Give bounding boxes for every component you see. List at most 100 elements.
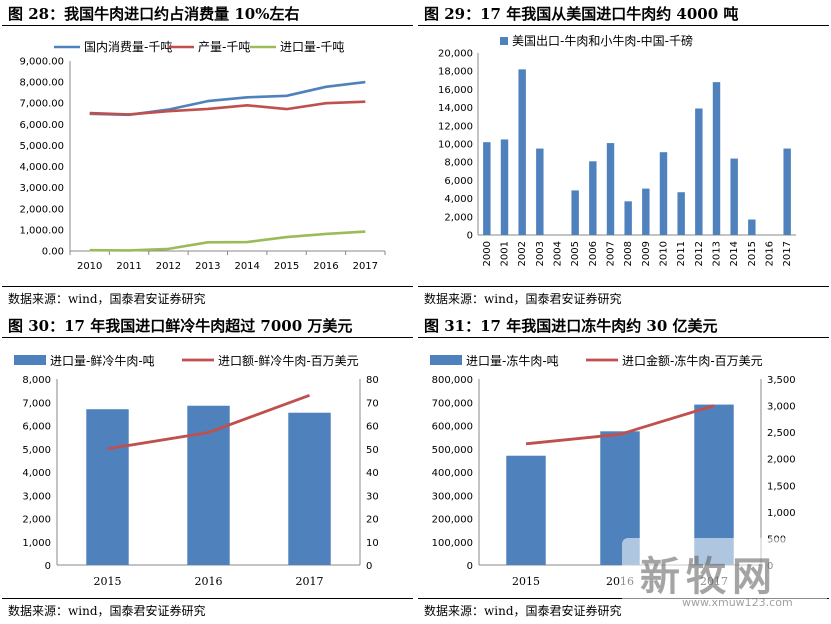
x-tick-label: 2016	[195, 575, 223, 588]
x-tick-label: 2011	[116, 261, 141, 272]
legend-swatch-bar	[430, 355, 462, 365]
x-tick-label: 2011	[676, 241, 687, 266]
legend-label: 进口金额-冻牛肉-百万美元	[622, 353, 763, 368]
bar	[783, 148, 791, 235]
y-tick-label: 3,000.00	[19, 183, 64, 194]
x-tick-label: 2009	[641, 241, 652, 266]
x-tick-label: 2010	[659, 241, 670, 266]
y2-tick-label: 1,500	[767, 481, 796, 492]
y-tick-label: 600,000	[432, 422, 473, 433]
y2-tick-label: 3,000	[767, 402, 796, 413]
x-tick-label: 2000	[482, 241, 493, 266]
y-tick-label: 6,000	[444, 176, 473, 187]
x-tick-label: 2006	[588, 241, 599, 266]
x-tick-label: 2001	[500, 241, 511, 266]
y-tick-label: 5,000.00	[19, 141, 64, 152]
figure-30-panel: 图 30：17 年我国进口鲜冷牛肉超过 7000 万美元 0 1,000 2,000…	[0, 312, 415, 624]
bar	[86, 409, 129, 565]
y-tick-label: 0	[45, 561, 51, 572]
legend-label: 进口量-鲜冷牛肉-吨	[50, 353, 155, 368]
y-tick-label: 12,000	[438, 121, 473, 132]
figure-29-bottom-rule	[418, 286, 829, 287]
y-tick-label: 1,000.00	[19, 225, 64, 236]
site-watermark: 新牧网 www.xmuw123.com	[622, 538, 827, 618]
watermark-logo-text: 新牧网	[640, 554, 778, 600]
x-tick-label: 2015	[512, 575, 540, 588]
bar	[712, 82, 721, 235]
x-tick-label: 2012	[156, 261, 181, 272]
y-tick-label: 5,000	[22, 445, 51, 456]
figure-31-combo-chart: 0 100,000 200,000 300,000 400,000 500,000 600,…	[430, 353, 796, 588]
legend-label: 美国出口-牛肉和小牛肉-中国-千磅	[512, 33, 693, 48]
series-line-1	[89, 80, 366, 117]
y-tick-label: 0	[467, 231, 473, 242]
y2-tick-label: 10	[366, 538, 379, 549]
y-tick-label: 0	[467, 561, 473, 572]
y-tick-label: 10,000	[438, 140, 473, 151]
legend-label: 进口额-鲜冷牛肉-百万美元	[218, 353, 359, 368]
y2-tick-label: 2,500	[767, 428, 796, 439]
figure-30-title: 图 30：17 年我国进口鲜冷牛肉超过 7000 万美元	[8, 317, 353, 335]
y-tick-label: 14,000	[438, 103, 473, 114]
x-tick-label: 2004	[553, 241, 564, 266]
y-tick-label: 500,000	[432, 445, 473, 456]
y2-tick-label: 60	[366, 422, 379, 433]
x-tick-label: 2012	[694, 241, 705, 266]
y-tick-label: 16,000	[438, 85, 473, 96]
bar	[677, 192, 685, 235]
y2-tick-label: 80	[366, 375, 379, 386]
figure-31-source: 数据来源：wind，国泰君安证券研究	[424, 604, 622, 618]
y-tick-label: 4,000	[444, 194, 473, 205]
x-tick-label: 2007	[606, 241, 617, 266]
figure-30-top-rule	[2, 337, 413, 338]
y-tick-label: 6,000	[22, 422, 51, 433]
y2-tick-label: 50	[366, 445, 379, 456]
y-tick-label: 7,000.00	[19, 99, 64, 110]
figure-28-panel: 图 28：我国牛肉进口约占消费量 10%左右 0.00 1,000.00 2,000…	[0, 0, 415, 312]
figure-28-top-rule	[2, 25, 413, 26]
y-tick-label: 9,000.00	[19, 57, 64, 68]
figure-31-title: 图 31：17 年我国进口冻牛肉约 30 亿美元	[424, 317, 718, 335]
y-tick-label: 2,000.00	[19, 204, 64, 215]
y2-tick-label: 1,000	[767, 508, 796, 519]
y-tick-label: 8,000	[22, 375, 51, 386]
x-tick-label: 2016	[313, 261, 338, 272]
y-tick-label: 7,000	[22, 398, 51, 409]
bar	[659, 152, 668, 235]
y-tick-label: 3,000	[22, 491, 51, 502]
x-tick-label: 2015	[94, 575, 122, 588]
y-tick-label: 2,000	[22, 515, 51, 526]
y2-tick-label: 0	[366, 561, 372, 572]
figure-29-panel: 图 29：17 年我国从美国进口牛肉约 4000 吨 0 2,000 4,000 6,…	[416, 0, 831, 312]
figure-28-line-chart: 0.00 1,000.00 2,000.00 3,000.00 4,000.00 5,00…	[19, 40, 386, 272]
y2-tick-label: 70	[366, 398, 379, 409]
x-tick-label: 2013	[712, 241, 723, 266]
bar	[589, 161, 597, 235]
bar	[518, 69, 526, 235]
x-tick-label: 2013	[195, 261, 220, 272]
bar	[624, 201, 632, 235]
legend-label: 国内消费量-千吨	[84, 40, 172, 54]
figure-30-bottom-rule	[2, 598, 413, 599]
x-tick-label: 2017	[782, 241, 793, 266]
x-tick-label: 2015	[274, 261, 299, 272]
figure-29-title: 图 29：17 年我国从美国进口牛肉约 4000 吨	[424, 5, 739, 23]
legend-label: 产量-千吨	[198, 40, 250, 54]
bar	[642, 188, 650, 235]
bar	[571, 190, 579, 235]
x-tick-label: 2003	[535, 241, 546, 266]
bar	[506, 455, 546, 565]
series-line-3	[89, 230, 366, 252]
series-line	[525, 404, 715, 446]
x-tick-label: 2015	[747, 241, 758, 266]
y-tick-label: 800,000	[432, 375, 473, 386]
y2-tick-label: 30	[366, 491, 379, 502]
legend-label: 进口量-千吨	[280, 40, 344, 54]
bar	[500, 139, 509, 235]
figure-31-top-rule	[418, 337, 829, 338]
bar	[288, 412, 331, 565]
y-tick-label: 0.00	[42, 247, 64, 258]
bar	[730, 158, 738, 235]
bar	[187, 405, 230, 565]
x-tick-label: 2008	[623, 241, 634, 266]
